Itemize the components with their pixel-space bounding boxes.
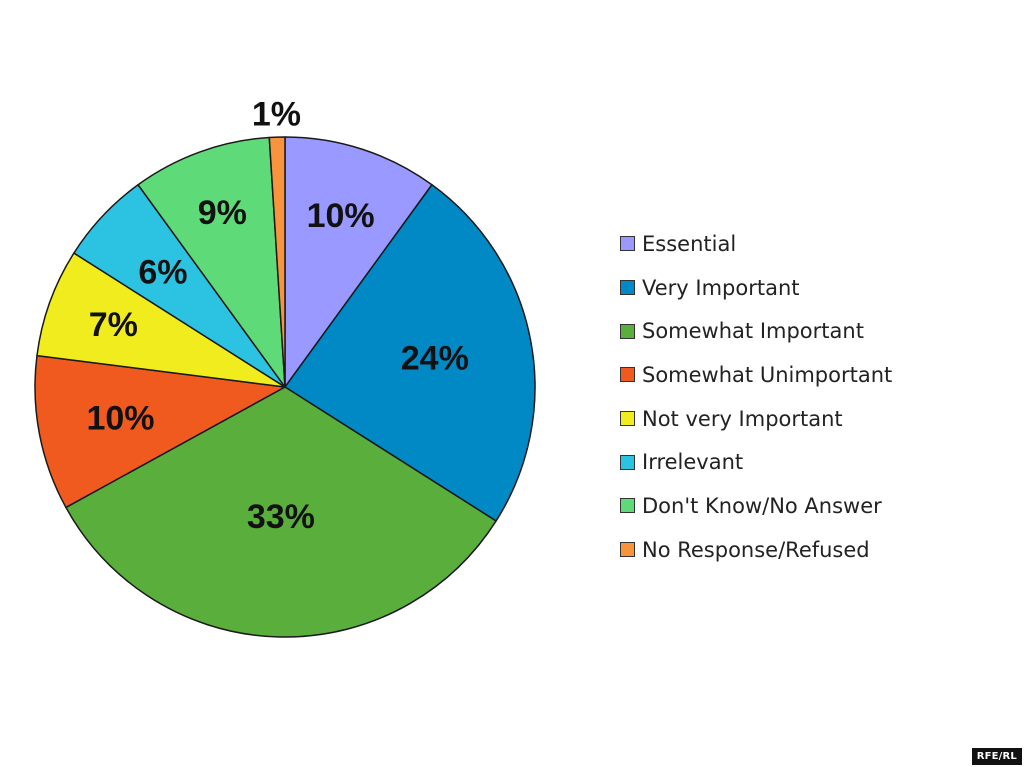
slice-label-irrelevant: 6% [138, 253, 187, 291]
pie-slice-somewhat-important [65, 386, 497, 638]
legend-label: Not very Important [642, 406, 843, 431]
slice-label-don-t-know-no-answer: 9% [198, 194, 247, 232]
legend-swatch [620, 498, 635, 514]
legend-label: Somewhat Unimportant [642, 362, 893, 387]
pie-labels: 10% 24% 33% 10% 7%6% 9% 1% [86, 96, 468, 536]
legend-label: Don't Know/No Answer [642, 493, 882, 518]
legend-label: Essential [642, 231, 737, 256]
legend-item-essential: Essential [620, 222, 892, 266]
legend-swatch [620, 454, 635, 470]
legend-item-somewhat-unimportant: Somewhat Unimportant [620, 353, 892, 397]
legend-swatch [620, 323, 635, 339]
legend-item-very-important: Very Important [620, 266, 892, 310]
slice-label-no-response-refused: 1% [252, 96, 301, 134]
legend-swatch [620, 280, 635, 296]
watermark-logo: RFE/RL [971, 748, 1022, 765]
legend-item-somewhat-important: Somewhat Important [620, 309, 892, 353]
pie-slices [34, 136, 536, 638]
slice-label-somewhat-important: 33% [247, 498, 315, 536]
pie-slice-not-very-important [36, 252, 286, 388]
pie-slice-very-important [284, 184, 536, 522]
legend-label: Irrelevant [642, 450, 744, 475]
pie-slice-somewhat-unimportant [34, 354, 286, 509]
slice-label-essential: 10% [307, 197, 375, 235]
pie-slice-no-response-refused [268, 136, 286, 388]
chart-legend: Essential Very Important Somewhat Importan… [620, 222, 892, 572]
legend-swatch [620, 542, 635, 558]
pie-slice-don-t-know-no-answer [137, 136, 286, 388]
legend-label: Somewhat Important [642, 319, 864, 344]
legend-swatch [620, 367, 635, 383]
legend-item-don-t-know-no-answer: Don't Know/No Answer [620, 484, 892, 528]
pie-slice-essential [284, 136, 433, 388]
slice-label-not-very-important: 7% [89, 306, 138, 344]
legend-item-irrelevant: Irrelevant [620, 440, 892, 484]
slice-label-somewhat-unimportant: 10% [86, 399, 154, 437]
legend-label: Very Important [642, 275, 800, 300]
legend-label: No Response/Refused [642, 537, 870, 562]
legend-swatch [620, 236, 635, 252]
legend-swatch [620, 411, 635, 427]
legend-item-no-response-refused: No Response/Refused [620, 528, 892, 572]
legend-item-not-very-important: Not very Important [620, 397, 892, 441]
slice-label-very-important: 24% [401, 339, 469, 377]
